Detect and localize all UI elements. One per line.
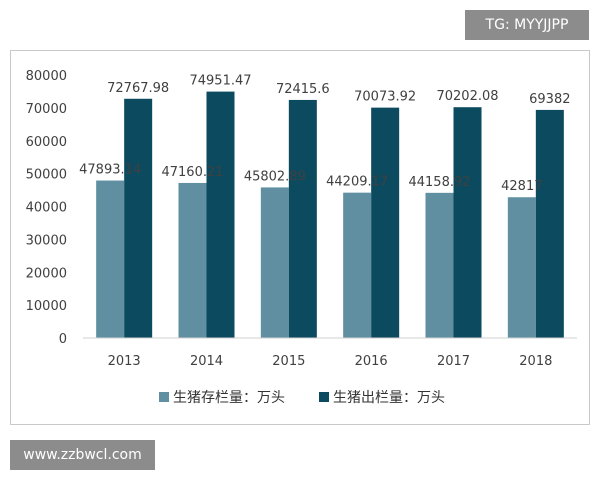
legend-label-series2: 生猪出栏量：万头 bbox=[333, 390, 445, 406]
bar-series2-2014 bbox=[206, 91, 235, 338]
bar-series2-2015 bbox=[288, 99, 317, 338]
bar-series1-2018 bbox=[507, 197, 536, 338]
bar-series1-2016 bbox=[343, 192, 372, 338]
data-label-series2-2015: 72415.6 bbox=[276, 82, 330, 97]
legend-label-series1: 生猪存栏量：万头 bbox=[173, 390, 285, 406]
y-tick-label-1: 10000 bbox=[26, 299, 67, 314]
data-label-series2-2014: 74951.47 bbox=[189, 74, 251, 89]
y-tick-label-7: 70000 bbox=[26, 102, 67, 117]
y-tick-label-5: 50000 bbox=[26, 168, 67, 183]
x-tick-label-2015: 2015 bbox=[272, 354, 305, 369]
legend: 生猪存栏量：万头 生猪出栏量：万头 bbox=[159, 390, 445, 406]
data-label-series1-2015: 45802.89 bbox=[244, 169, 306, 184]
legend-swatch-series1 bbox=[159, 392, 169, 402]
y-tick-label-4: 40000 bbox=[26, 201, 67, 216]
data-label-series1-2018: 42817 bbox=[501, 179, 542, 194]
x-tick-label-2018: 2018 bbox=[519, 354, 552, 369]
data-label-series2-2017: 70202.08 bbox=[436, 89, 498, 104]
y-tick-label-2: 20000 bbox=[26, 266, 67, 281]
chart-frame: 0 10000 20000 30000 40000 50000 60000 70000 8000… bbox=[10, 50, 590, 425]
y-axis: 0 10000 20000 30000 40000 50000 60000 70000 8000… bbox=[26, 69, 67, 347]
bar-series2-2013 bbox=[124, 98, 153, 338]
y-tick-label-3: 30000 bbox=[26, 233, 67, 248]
legend-item-series1: 生猪存栏量：万头 bbox=[159, 390, 285, 406]
data-labels: 47893.14 72767.98 47160.21 74951.47 45802.89… bbox=[79, 74, 570, 195]
y-tick-label-0: 0 bbox=[59, 332, 67, 347]
data-label-series1-2013: 47893.14 bbox=[79, 163, 141, 178]
bar-series2-2016 bbox=[371, 107, 400, 338]
legend-swatch-series2 bbox=[319, 392, 329, 402]
data-label-series1-2014: 47160.21 bbox=[161, 165, 223, 180]
y-tick-label-8: 80000 bbox=[26, 69, 67, 84]
watermark-top: TG: MYYJJPP bbox=[465, 10, 589, 40]
data-label-series1-2017: 44158.92 bbox=[408, 175, 470, 190]
bar-series1-2013 bbox=[96, 180, 125, 338]
bar-series1-2015 bbox=[260, 187, 289, 338]
legend-item-series2: 生猪出栏量：万头 bbox=[319, 390, 445, 406]
data-label-series2-2018: 69382 bbox=[529, 92, 570, 107]
x-tick-label-2013: 2013 bbox=[108, 354, 141, 369]
bar-series2-2017 bbox=[453, 107, 482, 338]
x-tick-label-2017: 2017 bbox=[437, 354, 470, 369]
x-axis: 2013 2014 2015 2016 2017 2018 bbox=[83, 337, 577, 369]
y-tick-label-6: 60000 bbox=[26, 135, 67, 150]
bar-chart: 0 10000 20000 30000 40000 50000 60000 70000 8000… bbox=[26, 69, 577, 406]
bars bbox=[96, 91, 564, 338]
x-tick-label-2014: 2014 bbox=[190, 354, 223, 369]
data-label-series2-2016: 70073.92 bbox=[354, 90, 416, 105]
bar-series2-2018 bbox=[535, 109, 564, 338]
bar-series1-2017 bbox=[425, 192, 454, 338]
bar-series1-2014 bbox=[178, 182, 207, 338]
data-label-series1-2016: 44209.17 bbox=[326, 175, 388, 190]
x-tick-label-2016: 2016 bbox=[355, 354, 388, 369]
watermark-bottom: www.zzbwcl.com bbox=[10, 440, 155, 470]
data-label-series2-2013: 72767.98 bbox=[107, 81, 169, 96]
